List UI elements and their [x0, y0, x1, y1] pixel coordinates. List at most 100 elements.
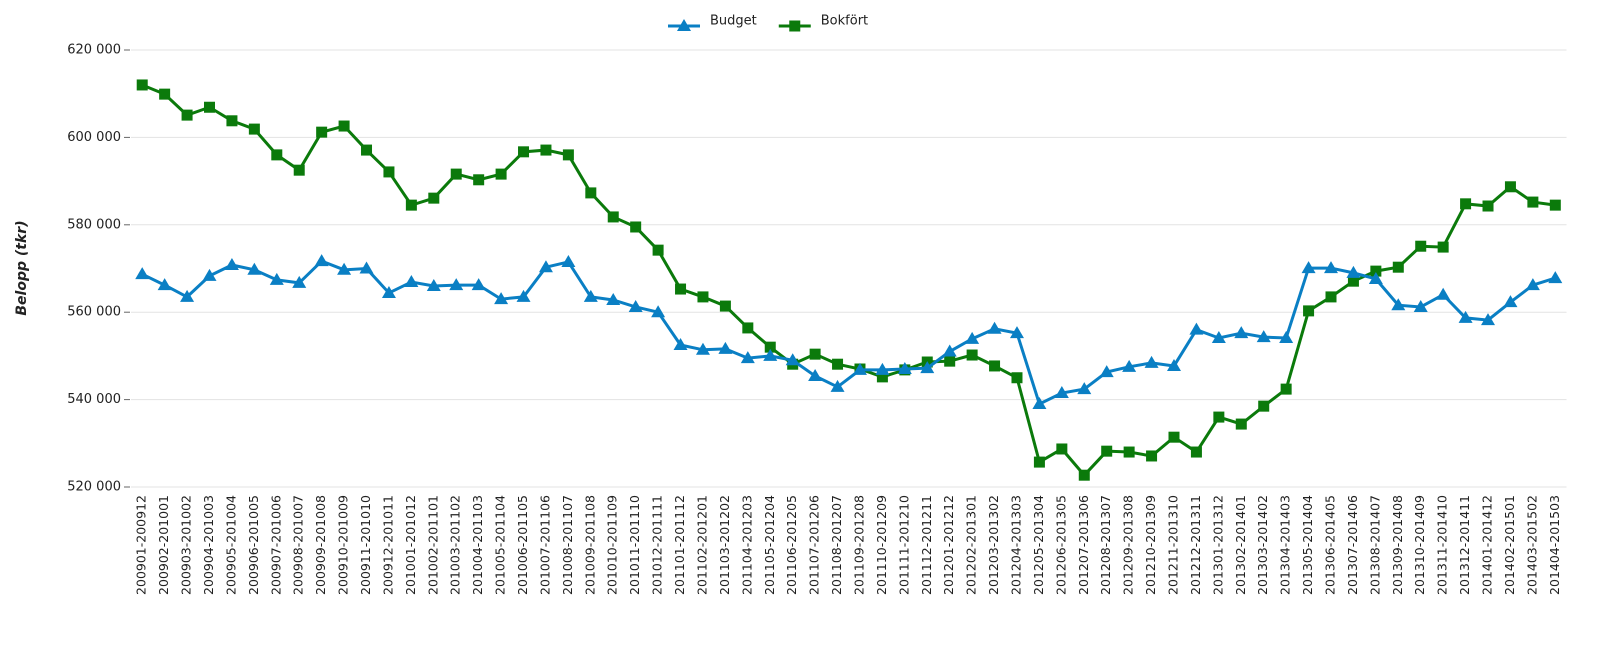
marker	[1211, 330, 1226, 343]
marker	[606, 292, 621, 305]
marker	[180, 289, 195, 302]
marker	[538, 260, 553, 273]
x-tick-label: 200903-201002	[179, 495, 194, 595]
x-tick-label: 201007-201106	[537, 495, 552, 595]
marker	[1549, 199, 1561, 211]
x-tick-label: 201211-201310	[1165, 495, 1180, 595]
marker	[1346, 265, 1361, 278]
marker	[1168, 431, 1180, 443]
marker	[583, 289, 598, 302]
marker	[785, 353, 800, 366]
marker	[292, 275, 307, 288]
marker	[135, 267, 150, 280]
x-tick-label: 201402-201501	[1502, 495, 1517, 595]
marker	[1280, 383, 1292, 395]
marker	[677, 19, 691, 31]
marker	[808, 369, 823, 382]
marker	[1189, 322, 1204, 335]
x-tick-label: 201305-201404	[1300, 495, 1315, 595]
marker	[1099, 365, 1114, 378]
marker	[1166, 358, 1181, 371]
marker	[1101, 445, 1113, 457]
marker	[1234, 326, 1249, 339]
marker	[1460, 198, 1472, 210]
x-tick-label: 201111-201210	[896, 495, 911, 595]
marker	[1032, 396, 1047, 409]
x-tick-label: 201306-201405	[1323, 495, 1338, 595]
marker	[1325, 291, 1337, 303]
x-tick-label: 201105-201204	[762, 495, 777, 595]
marker	[673, 337, 688, 350]
marker	[628, 299, 643, 312]
x-tick-label: 200905-201004	[223, 495, 238, 595]
series	[135, 254, 1563, 409]
marker	[651, 305, 666, 318]
marker	[697, 291, 709, 303]
marker	[426, 278, 441, 291]
marker	[1503, 295, 1518, 308]
marker	[1391, 298, 1406, 311]
marker	[1033, 456, 1045, 468]
marker	[852, 362, 867, 375]
x-tick-label: 201005-201104	[493, 495, 508, 595]
x-tick-label: 201301-201312	[1210, 495, 1225, 595]
y-axis-label: Belopp (tkr)	[14, 220, 30, 315]
marker	[1009, 326, 1024, 339]
marker	[1077, 382, 1092, 395]
marker	[830, 379, 845, 392]
x-tick-label: 201001-201012	[403, 495, 418, 595]
marker	[316, 126, 328, 138]
marker	[742, 322, 754, 334]
marker	[1256, 330, 1271, 343]
marker	[763, 348, 778, 361]
marker	[381, 285, 396, 298]
marker	[718, 341, 733, 354]
y-tick-label: 520 000	[67, 480, 121, 495]
marker	[1504, 181, 1516, 193]
x-tick-label: 201302-201401	[1233, 495, 1248, 595]
x-tick-label: 201010-201109	[605, 495, 620, 595]
marker	[428, 192, 440, 204]
marker	[383, 166, 395, 178]
marker	[136, 79, 148, 91]
x-tick-label: 201210-201309	[1143, 495, 1158, 595]
marker	[359, 261, 374, 274]
legend-label: Bokfört	[821, 14, 868, 29]
marker	[247, 262, 262, 275]
marker	[1213, 411, 1225, 423]
marker	[1437, 241, 1449, 253]
marker	[405, 199, 417, 211]
marker	[450, 168, 462, 180]
marker	[1303, 305, 1315, 317]
x-tick-label: 201110-201209	[874, 495, 889, 595]
x-tick-label: 201203-201302	[986, 495, 1001, 595]
marker	[293, 164, 305, 176]
x-tick-label: 201207-201306	[1076, 495, 1091, 595]
x-tick-label: 201012-201111	[650, 495, 665, 595]
marker	[987, 321, 1002, 334]
x-tick-label: 201106-201205	[784, 495, 799, 595]
x-tick-label: 201307-201406	[1345, 495, 1360, 595]
marker	[226, 115, 238, 127]
marker	[271, 149, 283, 161]
marker	[157, 278, 172, 291]
y-tick-label: 620 000	[67, 43, 121, 58]
x-tick-label: 201404-201503	[1547, 495, 1562, 595]
y-tick-label: 580 000	[67, 217, 121, 232]
marker	[1011, 372, 1023, 384]
marker	[337, 262, 352, 275]
marker	[989, 360, 1001, 372]
marker	[607, 211, 619, 223]
marker	[1482, 200, 1494, 212]
x-tick-label: 201109-201208	[851, 495, 866, 595]
marker	[1054, 386, 1069, 399]
x-tick-label: 201202-201301	[964, 495, 979, 595]
marker	[740, 351, 755, 364]
marker	[695, 342, 710, 355]
marker	[1122, 359, 1137, 372]
marker	[965, 331, 980, 344]
x-tick-label: 200910-201009	[336, 495, 351, 595]
x-tick-label: 201008-201107	[560, 495, 575, 595]
x-tick-label: 201401-201412	[1480, 495, 1495, 595]
